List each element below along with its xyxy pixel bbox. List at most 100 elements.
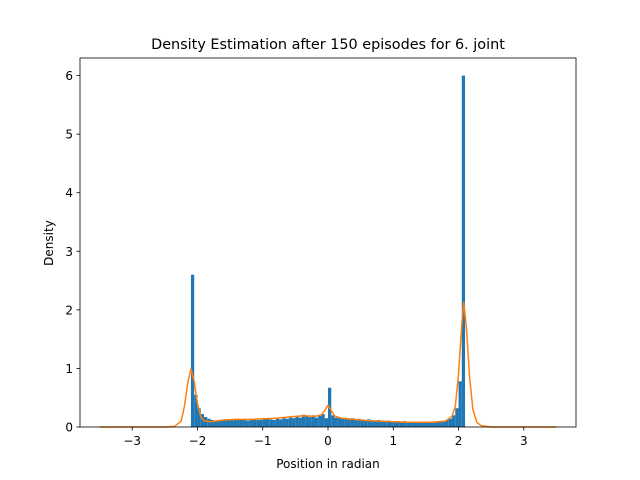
x-tick-label: 0 [324, 434, 332, 448]
histogram-bar [409, 422, 413, 427]
histogram-bar [262, 419, 266, 427]
y-tick-label: 3 [65, 245, 73, 259]
y-tick-label: 4 [65, 186, 73, 200]
histogram-bar [347, 418, 351, 427]
histogram-bar [324, 418, 328, 427]
histogram-bar [288, 417, 293, 427]
histogram-bar [354, 419, 358, 427]
histogram-bar [295, 417, 299, 427]
histogram-bar [432, 422, 436, 427]
y-axis-label: Density [42, 220, 56, 266]
x-tick-label: −3 [123, 434, 141, 448]
histogram-bar [367, 419, 371, 427]
chart-title: Density Estimation after 150 episodes fo… [151, 37, 505, 53]
histogram-bar [383, 421, 387, 427]
histogram-bar [292, 418, 296, 427]
histogram-bar [344, 418, 348, 427]
histogram-bar [249, 419, 253, 427]
histogram-bar [259, 419, 263, 427]
histogram-bar [422, 422, 426, 427]
histogram-bar [350, 418, 355, 427]
histogram-bar [204, 417, 208, 427]
histogram-bar [282, 418, 286, 427]
histogram-bar [194, 394, 198, 427]
histogram-bar [226, 419, 231, 427]
histogram-bar [243, 419, 247, 427]
histogram-bar [416, 422, 420, 427]
histogram-bar [190, 274, 195, 427]
histogram-bar [210, 419, 214, 427]
histogram-bar [445, 419, 449, 427]
histogram-bar [360, 419, 364, 427]
histogram-bar [279, 419, 283, 427]
x-tick-label: 2 [455, 434, 463, 448]
histogram-bar [223, 419, 227, 427]
histogram-bar [429, 421, 433, 427]
histogram-bar [390, 421, 394, 427]
histogram-bar [442, 420, 446, 427]
kde-line [99, 301, 557, 428]
histogram-bar [236, 419, 240, 427]
y-tick-label: 2 [65, 303, 73, 317]
histogram-bar [435, 421, 439, 427]
histogram-bar [458, 381, 462, 427]
histogram-bar [246, 420, 250, 427]
histogram-bar [256, 419, 260, 427]
histogram-bar [321, 414, 325, 427]
histogram-bar [396, 421, 400, 427]
histogram-bar [266, 418, 270, 427]
histogram-bar [239, 419, 244, 427]
histogram-bar [275, 418, 280, 427]
histogram-bar [334, 417, 338, 427]
y-tick-label: 1 [65, 362, 73, 376]
histogram-bar [337, 417, 342, 427]
histogram-bar [311, 415, 315, 427]
histogram-bar [200, 414, 204, 427]
histogram-bar [425, 422, 430, 427]
histogram-bar [341, 418, 345, 427]
histogram-bar [386, 420, 390, 427]
histogram-bar [376, 419, 381, 427]
histogram-bar [308, 417, 312, 427]
x-axis-ticks: −3 −2 −1 0 1 2 3 [123, 427, 528, 448]
histogram-bar [380, 420, 384, 427]
histogram-bar [363, 419, 368, 427]
histogram-bar [197, 408, 201, 427]
y-axis-ticks: 0 1 2 3 4 5 6 [65, 69, 80, 435]
histogram-bar [373, 420, 377, 427]
histogram-bar [305, 416, 309, 427]
histogram-bar [213, 420, 218, 427]
plot-area [99, 75, 557, 428]
histogram-bar [269, 419, 273, 427]
y-tick-label: 5 [65, 128, 73, 142]
histogram-bar [455, 408, 459, 427]
y-tick-label: 6 [65, 69, 73, 83]
histogram-bar [448, 418, 452, 427]
x-tick-label: −2 [189, 434, 207, 448]
histogram-bar [438, 421, 443, 427]
histogram-bar [403, 421, 407, 427]
histogram-bar [399, 421, 404, 427]
histogram-bar [272, 419, 276, 427]
histogram-bar [217, 421, 221, 427]
y-tick-label: 0 [65, 421, 73, 435]
histogram-bar [370, 419, 374, 427]
histogram-bar [412, 421, 417, 427]
histogram-bar [220, 420, 224, 427]
x-tick-label: 3 [520, 434, 528, 448]
histogram-bar [452, 415, 456, 427]
x-tick-label: −1 [254, 434, 272, 448]
histogram-bar [301, 414, 306, 427]
histogram-bar [252, 419, 257, 427]
histogram-bar [314, 417, 319, 427]
histogram-bar [419, 421, 423, 427]
histogram-bar [461, 75, 466, 428]
histogram-bar [298, 417, 302, 427]
histogram-bar [357, 418, 361, 427]
histogram-bar [318, 415, 322, 427]
histogram-bar [393, 421, 397, 427]
x-axis-label: Position in radian [276, 457, 380, 471]
histogram-bar [406, 421, 410, 427]
